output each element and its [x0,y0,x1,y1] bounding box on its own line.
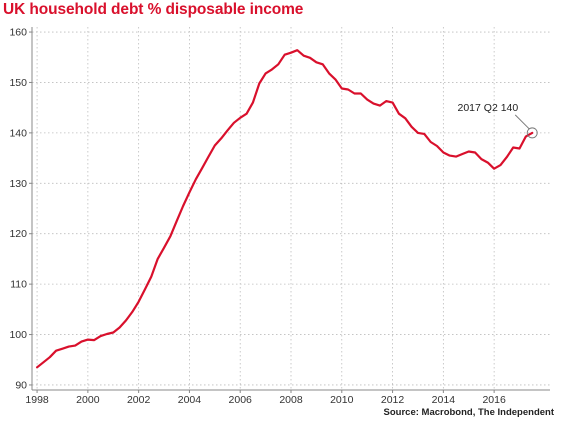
tick-labels: 90 100 110 120 130 140 150 160 1998 2000 2002 2004 2… [9,27,506,406]
x-tick-label: 2002 [127,394,151,406]
source-note: Source: Macrobond, The Independent [383,407,554,418]
y-tick-label: 160 [9,27,27,39]
x-tick-label: 2000 [76,394,100,406]
annotation: 2017 Q2 140 [458,102,538,139]
x-tick-label: 2008 [279,394,303,406]
x-tick-label: 2010 [330,394,354,406]
series [35,49,534,369]
x-tick-label: 2006 [229,394,253,406]
y-tick-label: 150 [9,77,27,89]
annotation-leader [514,114,530,130]
chart-title: UK household debt % disposable income [3,1,304,18]
y-tick-label: 90 [15,379,27,391]
y-tick-label: 100 [9,329,27,341]
axes [29,27,550,393]
y-tick-label: 110 [10,279,27,291]
x-tick-label: 2004 [178,394,202,406]
series-line [35,49,534,369]
grid [32,27,550,390]
x-tick-label: 2016 [482,394,506,406]
y-tick-label: 130 [9,178,27,190]
y-tick-label: 140 [9,127,27,139]
annotation-label: 2017 Q2 140 [458,102,519,114]
annotation-marker [526,127,538,139]
x-tick-label: 2014 [432,394,456,406]
x-tick-label: 1998 [25,394,49,406]
x-tick-label: 2012 [381,394,405,406]
y-tick-label: 120 [9,228,27,240]
